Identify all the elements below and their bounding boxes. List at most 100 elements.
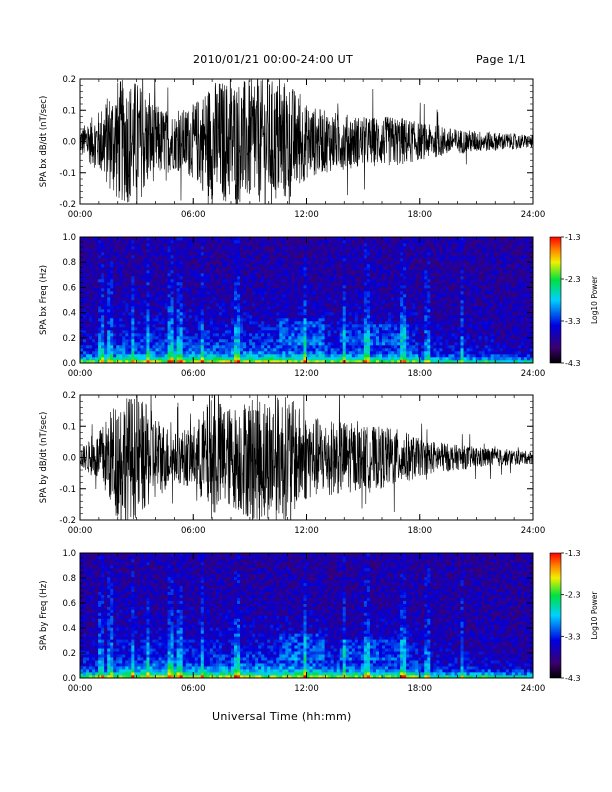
spectrogram-cell: [418, 348, 422, 352]
spectrogram-cell: [182, 327, 186, 331]
spectrogram-cell: [116, 255, 120, 259]
spectrogram-cell: [215, 360, 220, 364]
spectrogram-cell: [345, 321, 350, 325]
spectrogram-cell: [333, 354, 337, 358]
spectrogram-cell: [218, 288, 223, 292]
spectrogram-cell: [194, 321, 199, 325]
spectrogram-cell: [237, 273, 241, 277]
spectrogram-cell: [372, 288, 377, 292]
spectrogram-cell: [360, 264, 365, 268]
spectrogram-cell: [116, 327, 120, 331]
spectrogram-cell: [113, 333, 117, 337]
spectrogram-cell: [369, 351, 374, 355]
spectrogram-cell: [137, 240, 141, 244]
spectrogram-cell: [388, 249, 392, 253]
spectrogram-cell: [409, 348, 413, 352]
spectrogram-cell: [116, 282, 120, 286]
spectrogram-cell: [400, 237, 404, 241]
spectrogram-cell: [218, 243, 223, 247]
spectrogram-cell: [375, 255, 380, 259]
spectrogram-cell: [415, 258, 419, 262]
spectrogram-cell: [173, 315, 177, 319]
spectrogram-cell: [158, 348, 162, 352]
spectrogram-cell: [258, 342, 262, 346]
spectrogram-cell: [270, 324, 274, 328]
spectrogram-cell: [215, 291, 220, 295]
spectrogram-cell: [227, 294, 232, 298]
spectrogram-cell: [267, 252, 271, 256]
spectrogram-cell: [312, 345, 316, 349]
spectrogram-cell: [321, 309, 325, 313]
spectrogram-cell: [237, 327, 241, 331]
spectrogram-cell: [131, 273, 135, 277]
spectrogram-cell: [224, 306, 229, 310]
spectrogram-cell: [330, 273, 334, 277]
spectrogram-cell: [116, 330, 120, 334]
spectrogram-cell: [273, 294, 277, 298]
spectrogram-cell: [176, 237, 180, 241]
spectrogram-cell: [140, 303, 144, 307]
spectrogram-cell: [104, 354, 108, 358]
spectrogram-cell: [134, 270, 138, 274]
spectrogram-cell: [89, 285, 93, 289]
spectrogram-cell: [149, 288, 153, 292]
spectrogram-cell: [348, 318, 353, 322]
spectrogram-cell: [86, 333, 90, 337]
spectrogram-cell: [363, 318, 368, 322]
spectrogram-cell: [400, 360, 404, 364]
spectrogram-cell: [173, 291, 177, 295]
spectrogram-cell: [303, 351, 307, 355]
spectrogram-cell: [424, 312, 428, 316]
spectrogram-cell: [86, 339, 90, 343]
spectrogram-cell: [107, 255, 111, 259]
spectrogram-cell: [137, 315, 141, 319]
spectrogram-cell: [155, 288, 159, 292]
spectrogram-cell: [333, 357, 337, 361]
spectrogram-cell: [415, 309, 419, 313]
spectrogram-cell: [137, 264, 141, 268]
spectrogram-cell: [255, 285, 259, 289]
spectrogram-cell: [80, 246, 84, 250]
spectrogram-cell: [363, 297, 368, 301]
spectrogram-cell: [240, 312, 244, 316]
spectrogram-cell: [303, 249, 307, 253]
spectrogram-cell: [279, 237, 283, 241]
spectrogram-cell: [360, 297, 365, 301]
spectrogram-cell: [240, 252, 244, 256]
spectrogram-cell: [146, 300, 150, 304]
spectrogram-cell: [125, 252, 129, 256]
spectrogram-cell: [391, 348, 395, 352]
spectrogram-cell: [300, 243, 304, 247]
spectrogram-cell: [101, 312, 105, 316]
spectrogram-cell: [227, 312, 232, 316]
spectrogram-cell: [200, 333, 205, 337]
x-tick-label: 06:00: [181, 210, 206, 220]
spectrogram-cell: [255, 276, 259, 280]
spectrogram-cell: [415, 249, 419, 253]
spectrogram-cell: [122, 240, 126, 244]
spectrogram-cell: [104, 267, 108, 271]
spectrogram-cell: [191, 348, 196, 352]
spectrogram-cell: [101, 273, 105, 277]
spectrogram-cell: [375, 333, 380, 337]
spectrogram-cell: [243, 279, 247, 283]
spectrogram-cell: [104, 252, 108, 256]
spectrogram-cell: [327, 246, 331, 250]
spectrogram-cell: [372, 330, 377, 334]
spectrogram-cell: [161, 357, 165, 361]
spectrogram-cell: [215, 348, 220, 352]
spectrogram-cell: [369, 267, 374, 271]
spectrogram-cell: [173, 294, 177, 298]
spectrogram-cell: [194, 285, 199, 289]
spectrogram-cell: [92, 258, 96, 262]
spectrogram-cell: [119, 264, 123, 268]
spectrogram-cell: [309, 285, 313, 289]
spectrogram-cell: [261, 249, 265, 253]
spectrogram-cell: [264, 357, 268, 361]
spectrogram-cell: [125, 336, 129, 340]
spectrogram-cell: [209, 303, 214, 307]
spectrogram-cell: [140, 342, 144, 346]
spectrogram-cell: [107, 282, 111, 286]
spectrogram-cell: [276, 321, 280, 325]
spectrogram-cell: [418, 270, 422, 274]
